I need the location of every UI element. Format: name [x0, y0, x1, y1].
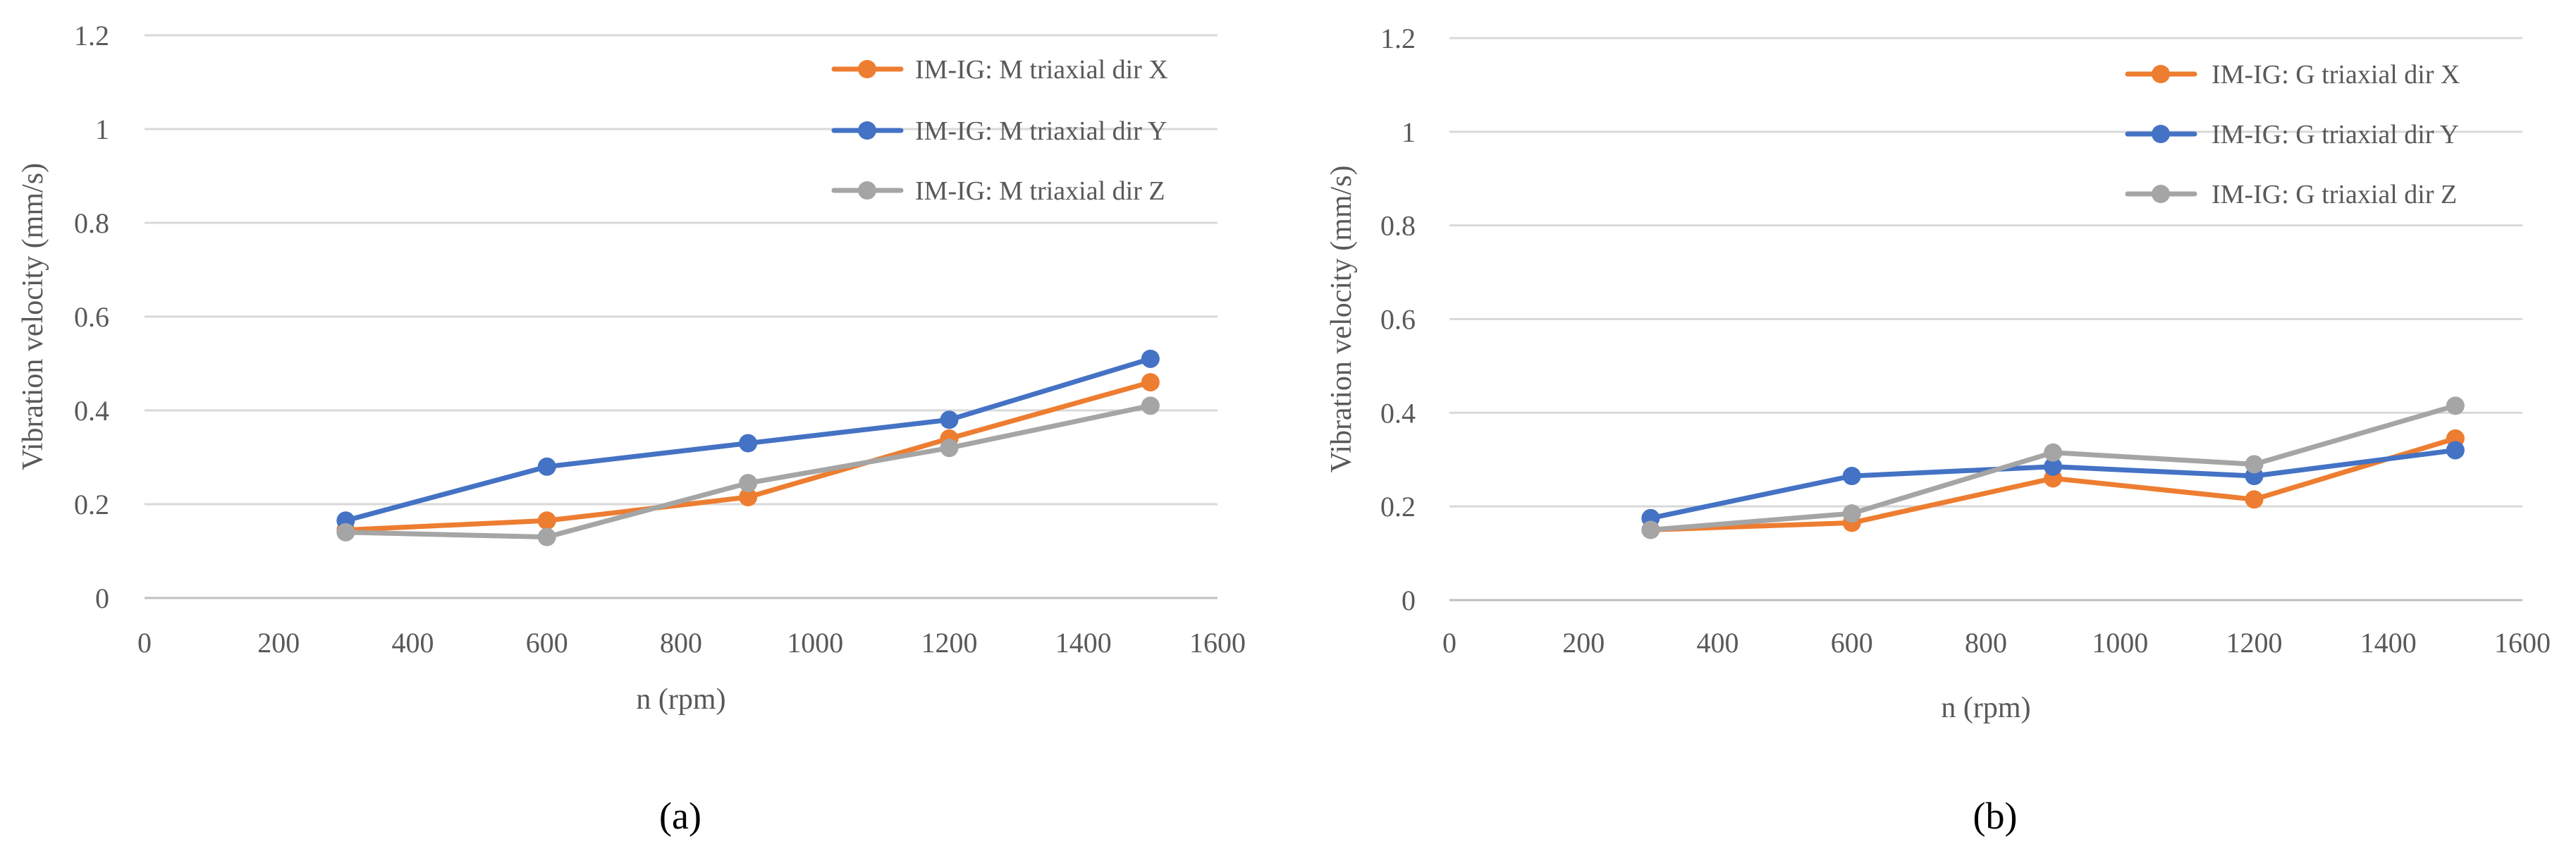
legend-marker [2152, 185, 2170, 203]
legend-marker [858, 181, 876, 200]
y-tick-label: 1.2 [1380, 23, 1416, 54]
data-point [2446, 441, 2465, 460]
y-tick-label: 0.8 [74, 207, 109, 239]
chart-panel-b: 0 0.2 0.4 0.6 0.8 1 1.2 0 200 400 600 800 1000 1200 14… [1325, 23, 2551, 837]
x-tick-label: 1000 [787, 627, 843, 659]
panel-label: (a) [659, 795, 701, 837]
panel-label: (b) [1973, 795, 2018, 837]
y-tick-label: 1.2 [74, 20, 109, 51]
y-axis-title: Vibration velocity (mm/s) [1325, 165, 1358, 472]
y-tick-label: 0.4 [1380, 397, 1416, 429]
x-tick-label: 800 [660, 627, 702, 659]
x-tick-label: 200 [1562, 627, 1605, 659]
data-point [537, 457, 556, 476]
data-point [739, 434, 758, 453]
data-point [537, 527, 556, 546]
data-point [537, 511, 556, 530]
y-tick-label: 0.6 [1380, 304, 1416, 336]
chart-panel-a: 0 0.2 0.4 0.6 0.8 1 1.2 0 200 400 600 800 1000 1200 14… [17, 20, 1246, 837]
y-tick-label: 0.4 [74, 395, 109, 427]
legend-marker [2152, 125, 2170, 143]
y-tick-label: 1 [1402, 116, 1416, 148]
legend-marker [2152, 65, 2170, 83]
x-tick-label: 1400 [1055, 627, 1112, 659]
data-point [1842, 466, 1861, 485]
x-tick-label: 800 [1965, 627, 2007, 659]
data-point [739, 488, 758, 507]
data-point [739, 474, 758, 493]
x-axis-title: n (rpm) [636, 683, 725, 716]
legend-marker [858, 121, 876, 140]
x-tick-label: 1600 [1189, 627, 1246, 659]
legend-marker [858, 60, 876, 78]
data-point [336, 523, 355, 542]
x-tick-label: 1600 [2494, 627, 2551, 659]
data-point [1641, 520, 1660, 539]
data-point [940, 410, 959, 429]
data-point [2245, 455, 2264, 474]
series-line [343, 379, 1153, 533]
series-line [343, 403, 1153, 540]
data-point [2245, 490, 2264, 509]
data-point [2446, 396, 2465, 415]
x-tick-label: 1200 [2226, 627, 2283, 659]
data-point [2044, 457, 2063, 476]
legend-label: IM-IG: M triaxial dir Z [915, 176, 1165, 206]
data-point [940, 439, 959, 458]
x-tick-label: 400 [1697, 627, 1739, 659]
y-tick-label: 0 [95, 582, 109, 614]
data-point [1842, 504, 1861, 523]
data-point [2044, 443, 2063, 462]
y-tick-label: 0.6 [74, 301, 109, 333]
x-tick-label: 0 [1442, 627, 1456, 659]
x-tick-label: 1200 [921, 627, 978, 659]
x-tick-label: 200 [257, 627, 300, 659]
y-tick-label: 0 [1402, 585, 1416, 616]
x-tick-label: 600 [1831, 627, 1873, 659]
data-point [1141, 396, 1160, 415]
y-axis-title: Vibration velocity (mm/s) [17, 163, 49, 470]
y-tick-label: 0.2 [1380, 491, 1416, 523]
data-point [1141, 349, 1160, 368]
x-tick-label: 1400 [2360, 627, 2417, 659]
y-tick-label: 0.8 [1380, 210, 1416, 242]
data-point [1141, 373, 1160, 392]
x-tick-label: 1000 [2092, 627, 2148, 659]
legend-label: IM-IG: G triaxial dir Y [2212, 120, 2459, 149]
y-tick-label: 1 [95, 114, 109, 145]
legend-label: IM-IG: M triaxial dir X [915, 55, 1168, 85]
y-tick-label: 0.2 [74, 489, 109, 520]
x-tick-label: 0 [137, 627, 152, 659]
legend-label: IM-IG: G triaxial dir Z [2212, 180, 2457, 209]
x-axis-title: n (rpm) [1941, 692, 2030, 724]
legend-label: IM-IG: M triaxial dir Y [915, 116, 1167, 146]
x-tick-label: 600 [526, 627, 568, 659]
legend-label: IM-IG: G triaxial dir X [2212, 60, 2460, 90]
x-tick-label: 400 [392, 627, 434, 659]
